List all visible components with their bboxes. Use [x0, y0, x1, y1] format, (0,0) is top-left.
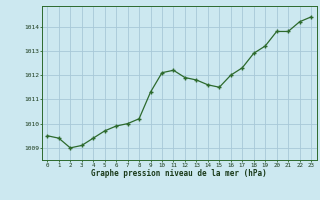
X-axis label: Graphe pression niveau de la mer (hPa): Graphe pression niveau de la mer (hPa) — [91, 169, 267, 178]
